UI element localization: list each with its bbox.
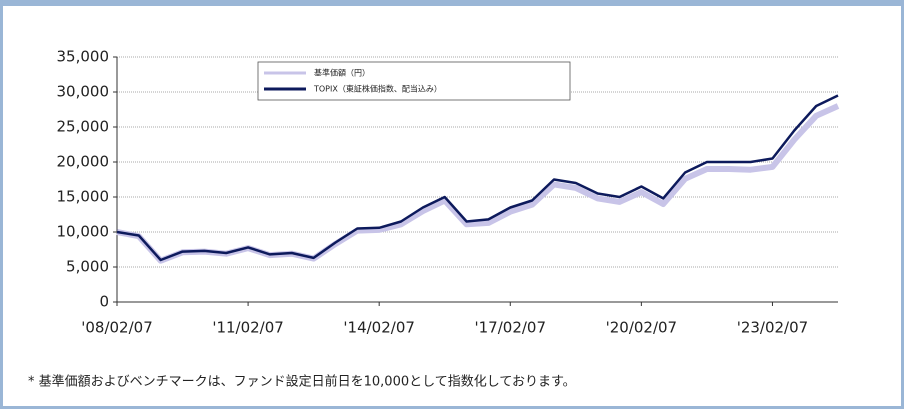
series-line: [116, 94, 839, 262]
legend-label: 基準価額（円）: [314, 68, 370, 78]
legend-label: TOPIX（東証株価指数、配当込み）: [313, 84, 442, 94]
x-tick-label: '14/02/07: [343, 319, 415, 337]
y-tick-label: 10,000: [57, 223, 110, 241]
footnote: * 基準価額およびベンチマークは、ファンド設定日前日を10,000として指数化し…: [28, 374, 576, 390]
x-tick-label: '08/02/07: [81, 319, 153, 337]
y-tick-label: 20,000: [57, 153, 110, 171]
y-tick-label: 25,000: [57, 118, 110, 136]
x-tick-label: '17/02/07: [475, 319, 547, 337]
y-tick-label: 15,000: [57, 188, 110, 206]
x-tick-label: '20/02/07: [606, 319, 678, 337]
x-tick-label: '23/02/07: [737, 319, 809, 337]
frame-top: [0, 0, 904, 6]
legend-box: [257, 61, 571, 101]
y-tick-label: 5,000: [66, 258, 109, 276]
x-tick-label: '11/02/07: [212, 319, 284, 337]
y-tick-label: 30,000: [57, 83, 110, 101]
y-tick-label: 35,000: [57, 48, 110, 66]
y-tick-label: 0: [99, 293, 109, 311]
